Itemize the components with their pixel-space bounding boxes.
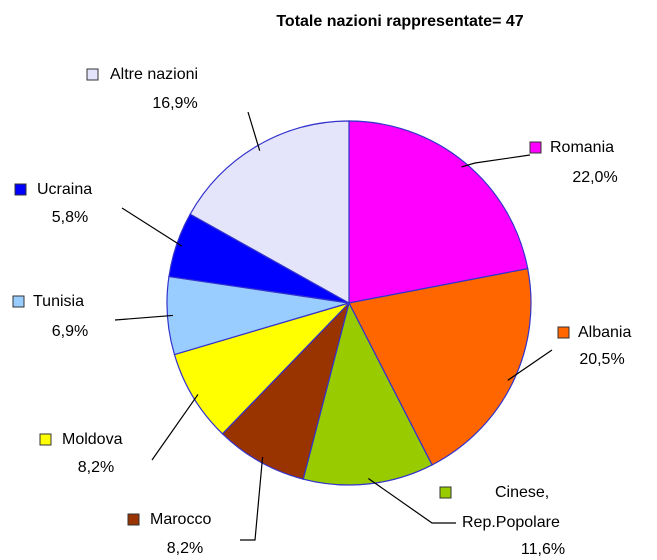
value-label: 8,2% [78, 459, 114, 476]
pie-slice [173, 301, 352, 435]
category-label-line: Rep.Popolare [462, 514, 560, 531]
legend-swatch [127, 513, 140, 526]
pie-slice [189, 120, 350, 305]
category-label: Romania [550, 139, 614, 156]
category-label: Altre nazioni [110, 66, 198, 83]
leader-line [507, 349, 553, 381]
value-label: 11,6% [521, 541, 565, 558]
pie-slice [348, 120, 529, 304]
category-label-line: Cinese, [495, 484, 554, 501]
pie-slice [348, 267, 532, 466]
leader-line [151, 394, 199, 461]
category-label: Cinese, Rep.Popolare [462, 484, 560, 531]
leader-line [368, 477, 456, 524]
value-label: 20,5% [579, 351, 624, 368]
legend-swatch [12, 295, 25, 308]
pie-slice [221, 300, 351, 480]
value-label: 16,9% [152, 95, 197, 112]
chart-title: Totale nazioni rappresentate= 47 [276, 13, 523, 30]
leader-line [114, 314, 173, 321]
category-label: Albania [578, 324, 631, 341]
category-label: Marocco [150, 511, 211, 528]
legend-swatch [557, 326, 570, 339]
pie-slice [302, 301, 433, 486]
legend-swatch [529, 141, 542, 154]
value-label: 8,2% [167, 540, 203, 557]
leader-line [240, 456, 264, 541]
category-label: Tunisia [33, 293, 84, 310]
category-label: Moldova [62, 431, 123, 448]
value-label: 5,8% [52, 209, 88, 226]
legend-swatch [39, 433, 52, 446]
legend-swatch [439, 486, 452, 499]
category-label: Ucraina [37, 181, 92, 198]
leader-line [247, 111, 261, 151]
legend-swatch [14, 183, 27, 196]
value-label: 22,0% [572, 169, 617, 186]
leader-line [461, 154, 531, 168]
legend-swatch [86, 68, 99, 81]
value-label: 6,9% [52, 323, 88, 340]
leader-line [121, 207, 183, 247]
